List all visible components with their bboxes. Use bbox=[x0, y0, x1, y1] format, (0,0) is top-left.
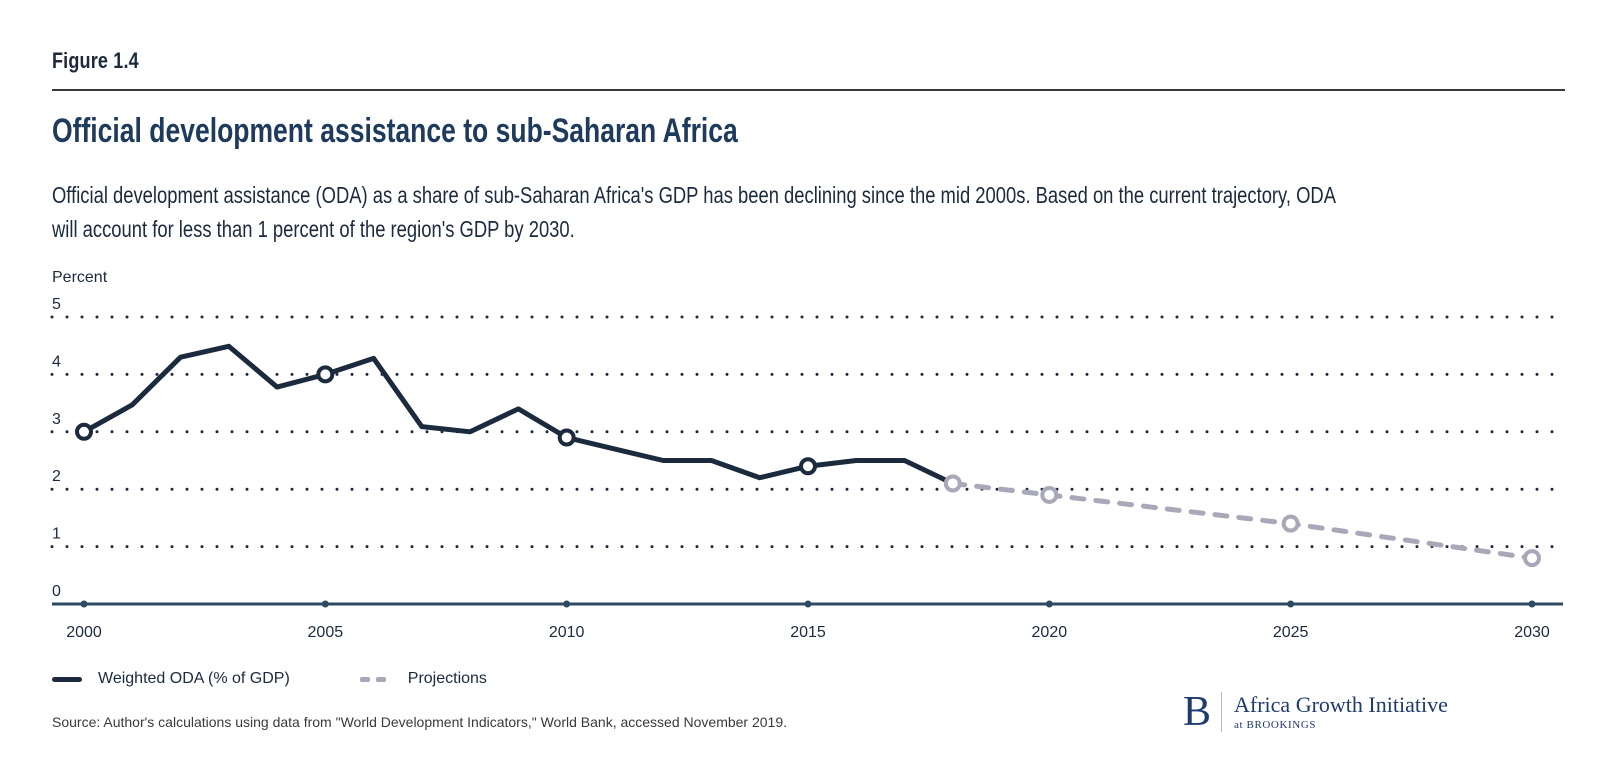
logo-name: Africa Growth Initiative bbox=[1234, 692, 1448, 717]
legend-item-projections: Projections bbox=[359, 670, 487, 688]
oda-line bbox=[81, 343, 956, 486]
oda-point-2000 bbox=[75, 422, 93, 441]
x-tick-mark bbox=[321, 600, 329, 608]
x-tick-label: 2005 bbox=[308, 624, 344, 641]
y-tick-label: 4 bbox=[52, 353, 61, 370]
legend-swatch-dashed bbox=[359, 676, 386, 682]
oda-point-2005 bbox=[316, 365, 335, 384]
projection-point-2025 bbox=[1281, 514, 1300, 533]
y-tick-label: 1 bbox=[52, 526, 61, 543]
subtitle-line-2: will account for less than 1 percent of … bbox=[52, 216, 575, 242]
x-tick-mark bbox=[80, 600, 88, 608]
y-tick-label: 3 bbox=[52, 411, 61, 428]
x-tick-label: 2025 bbox=[1273, 624, 1309, 641]
x-tick-mark bbox=[1528, 600, 1536, 608]
oda-point-2015 bbox=[799, 457, 817, 476]
logo-divider bbox=[1221, 692, 1223, 732]
y-axis-label: Percent bbox=[52, 269, 108, 286]
projection-point-2018 bbox=[943, 474, 962, 493]
source-note: Source: Author's calculations using data… bbox=[52, 714, 788, 730]
header-rule bbox=[52, 89, 1565, 91]
x-tick-label: 2010 bbox=[549, 624, 585, 641]
x-tick-mark bbox=[563, 600, 571, 608]
chart-title: Official development assistance to sub-S… bbox=[52, 112, 738, 150]
y-tick-label: 2 bbox=[52, 468, 61, 485]
projection-point-2030 bbox=[1523, 549, 1541, 568]
legend: Weighted ODA (% of GDP) Projections bbox=[52, 666, 557, 692]
figure-label: Figure 1.4 bbox=[52, 48, 139, 73]
x-tick-label: 2015 bbox=[790, 624, 826, 641]
legend-label-actual: Weighted ODA (% of GDP) bbox=[98, 670, 290, 687]
legend-swatch-solid bbox=[52, 676, 82, 682]
logo-subtitle: at BROOKINGS bbox=[1234, 719, 1317, 731]
y-tick-label: 5 bbox=[52, 296, 61, 313]
projection-point-2020 bbox=[1040, 485, 1059, 504]
x-tick-label: 2000 bbox=[66, 624, 102, 641]
subtitle-line-1: Official development assistance (ODA) as… bbox=[52, 182, 1336, 208]
oda-point-2010 bbox=[557, 428, 576, 447]
x-tick-mark bbox=[804, 600, 812, 608]
x-tick-label: 2020 bbox=[1032, 624, 1068, 641]
x-tick-mark bbox=[1287, 600, 1295, 608]
brookings-logo: B Africa Growth Initiative at BROOKINGS bbox=[1183, 690, 1448, 734]
x-tick-mark bbox=[1045, 600, 1053, 608]
logo-mark: B bbox=[1183, 689, 1212, 735]
projection-line bbox=[950, 480, 1535, 561]
legend-item-actual: Weighted ODA (% of GDP) bbox=[52, 670, 290, 688]
chart-subtitle: Official development assistance (ODA) as… bbox=[52, 178, 1556, 246]
y-tick-label: 0 bbox=[52, 583, 61, 600]
legend-label-projections: Projections bbox=[407, 670, 487, 687]
x-tick-label: 2030 bbox=[1514, 624, 1550, 641]
